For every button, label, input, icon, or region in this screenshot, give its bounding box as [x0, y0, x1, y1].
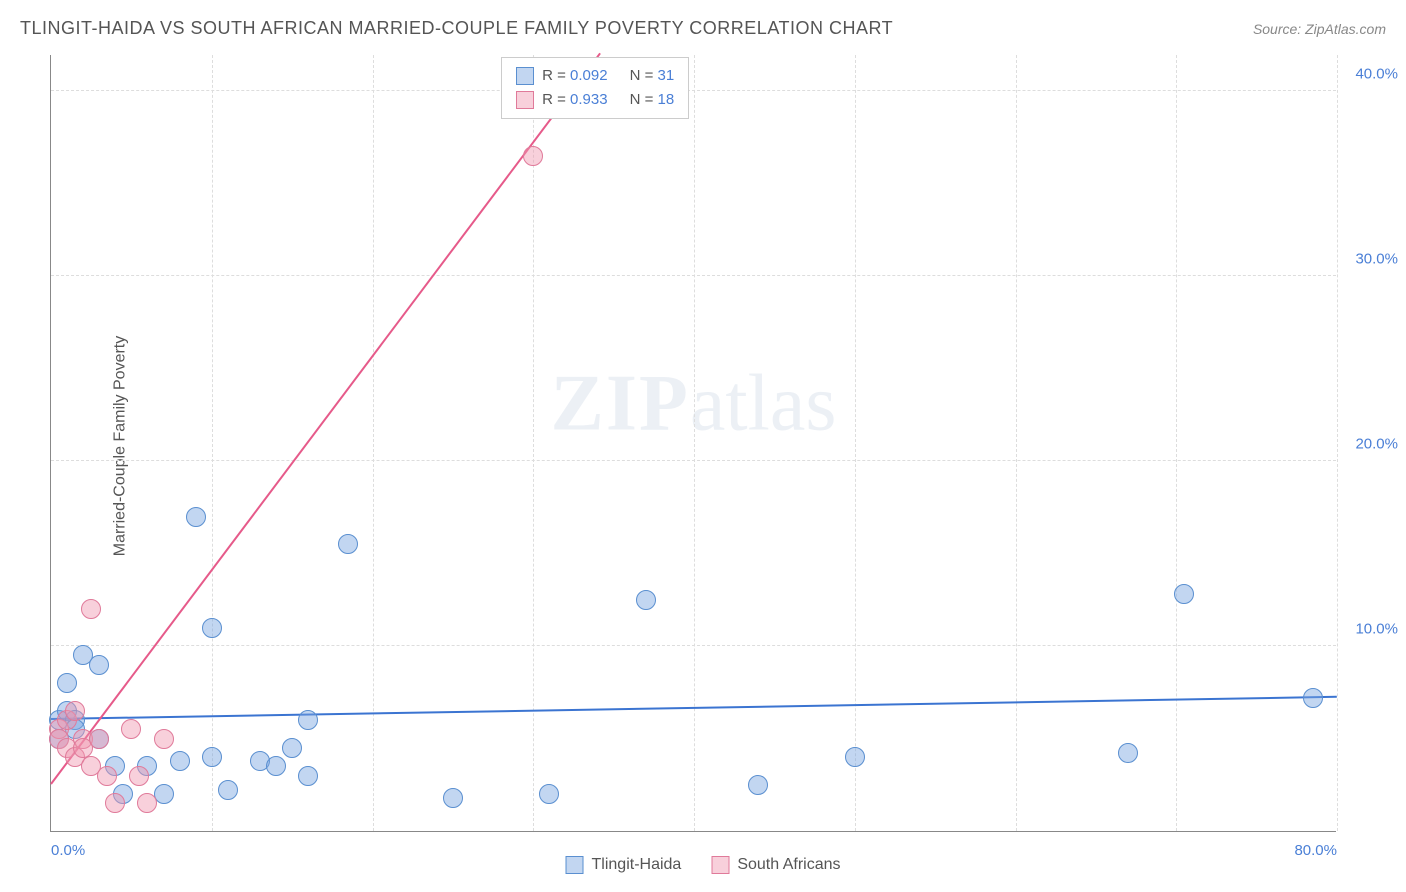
scatter-point [121, 719, 141, 739]
trend-line [50, 52, 601, 784]
gridline-vertical [1016, 55, 1017, 831]
legend-item-tlingit: Tlingit-Haida [566, 856, 682, 874]
scatter-point [137, 793, 157, 813]
x-tick-label: 0.0% [51, 842, 85, 859]
scatter-point [1303, 688, 1323, 708]
scatter-point [65, 701, 85, 721]
stats-legend-row: R = 0.933 N = 18 [516, 88, 674, 112]
scatter-point [202, 747, 222, 767]
scatter-point [1174, 584, 1194, 604]
scatter-point [97, 766, 117, 786]
scatter-point [539, 784, 559, 804]
y-tick-label: 40.0% [1355, 66, 1398, 83]
n-label: N = 31 [630, 64, 675, 88]
gridline-vertical [1176, 55, 1177, 831]
n-label: N = 18 [630, 88, 675, 112]
scatter-point [129, 766, 149, 786]
legend-swatch [516, 91, 534, 109]
gridline-vertical [1337, 55, 1338, 831]
x-tick-label: 80.0% [1294, 842, 1337, 859]
scatter-point [748, 775, 768, 795]
legend-item-sa: South Africans [711, 856, 840, 874]
scatter-point [154, 729, 174, 749]
legend-label-a: Tlingit-Haida [592, 856, 682, 874]
scatter-point [218, 780, 238, 800]
scatter-point [89, 655, 109, 675]
plot-area: ZIPatlas 10.0%20.0%30.0%40.0%0.0%80.0%R … [50, 55, 1336, 832]
scatter-point [636, 590, 656, 610]
gridline-vertical [533, 55, 534, 831]
chart-title: TLINGIT-HAIDA VS SOUTH AFRICAN MARRIED-C… [20, 18, 893, 39]
gridline-vertical [694, 55, 695, 831]
r-label: R = 0.092 [542, 64, 607, 88]
gridline-vertical [855, 55, 856, 831]
stats-legend-row: R = 0.092 N = 31 [516, 64, 674, 88]
legend-swatch [516, 67, 534, 85]
scatter-point [170, 751, 190, 771]
scatter-point [523, 146, 543, 166]
scatter-point [81, 599, 101, 619]
bottom-legend: Tlingit-Haida South Africans [566, 856, 841, 874]
legend-label-b: South Africans [737, 856, 840, 874]
scatter-point [266, 756, 286, 776]
legend-swatch-pink [711, 856, 729, 874]
y-tick-label: 20.0% [1355, 436, 1398, 453]
gridline-vertical [373, 55, 374, 831]
scatter-point [186, 507, 206, 527]
title-bar: TLINGIT-HAIDA VS SOUTH AFRICAN MARRIED-C… [20, 18, 1386, 39]
source-attribution: Source: ZipAtlas.com [1253, 21, 1386, 37]
chart-container: TLINGIT-HAIDA VS SOUTH AFRICAN MARRIED-C… [0, 0, 1406, 892]
scatter-point [282, 738, 302, 758]
y-tick-label: 30.0% [1355, 251, 1398, 268]
scatter-point [298, 710, 318, 730]
scatter-point [57, 673, 77, 693]
r-label: R = 0.933 [542, 88, 607, 112]
scatter-point [298, 766, 318, 786]
scatter-point [845, 747, 865, 767]
stats-legend: R = 0.092 N = 31 R = 0.933 N = 18 [501, 57, 689, 119]
scatter-point [1118, 743, 1138, 763]
scatter-point [89, 729, 109, 749]
y-tick-label: 10.0% [1355, 621, 1398, 638]
scatter-point [443, 788, 463, 808]
legend-swatch-blue [566, 856, 584, 874]
scatter-point [105, 793, 125, 813]
scatter-point [202, 618, 222, 638]
scatter-point [338, 534, 358, 554]
